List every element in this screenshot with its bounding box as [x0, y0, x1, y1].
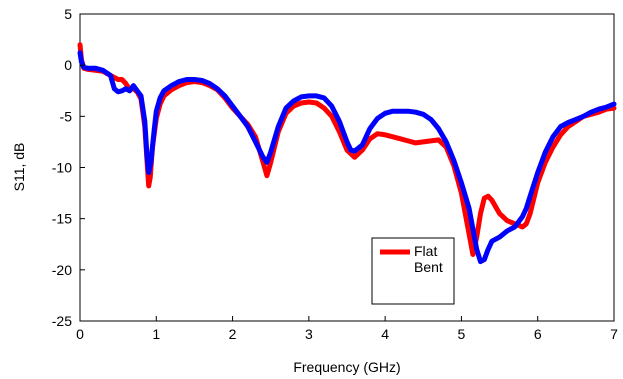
series-line-bent	[77, 50, 617, 265]
y-tick-label: -5	[60, 108, 73, 124]
y-axis-title: S11, dB	[11, 143, 27, 192]
x-tick-label: 0	[76, 326, 84, 342]
legend-box	[371, 237, 455, 305]
y-tick-label: 5	[64, 6, 72, 22]
x-axis-title: Frequency (GHz)	[293, 359, 400, 375]
y-tick-label: -10	[52, 160, 72, 176]
y-tick-label: 0	[64, 57, 72, 73]
y-tick-label: -15	[52, 211, 72, 227]
x-tick-label: 2	[229, 326, 237, 342]
ticks-layer: 0 1 2 3 4 5 6 7 5 0 -5 -10 -15 -20 -25	[52, 6, 618, 342]
legend-label-bent: Bent	[414, 259, 443, 275]
series-layer	[77, 42, 617, 265]
x-tick-label: 1	[152, 326, 160, 342]
plot-area	[79, 13, 615, 322]
legend-label-flat: Flat	[414, 243, 437, 259]
x-tick-label: 7	[610, 326, 618, 342]
plot-frame	[79, 13, 615, 322]
x-tick-label: 4	[381, 326, 389, 342]
x-tick-label: 3	[305, 326, 313, 342]
x-tick-label: 6	[534, 326, 542, 342]
y-tick-label: -25	[52, 313, 72, 329]
y-tick-label: -20	[52, 262, 72, 278]
x-tick-label: 5	[458, 326, 466, 342]
